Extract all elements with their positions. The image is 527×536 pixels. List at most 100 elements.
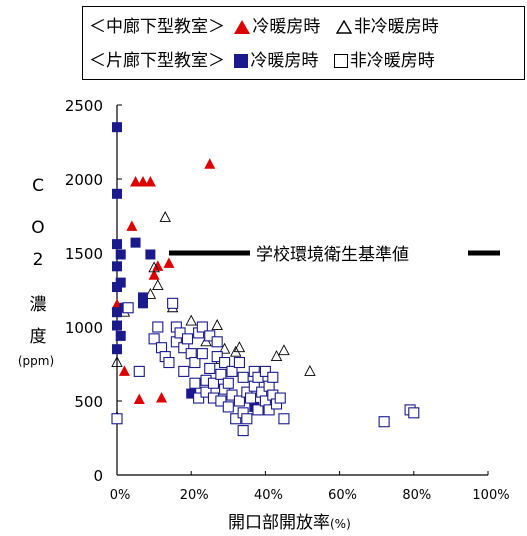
x-tick-label: 20% — [180, 488, 209, 503]
legend-group-central: ＜中廊下型教室＞ — [89, 17, 225, 37]
reference-label-group: 学校環境衛生基準値 — [253, 242, 465, 265]
point-single-unheated — [230, 413, 242, 425]
point-single-heated — [112, 307, 122, 318]
point-central-unheated — [218, 342, 231, 354]
x-tick-label: 60% — [328, 488, 357, 503]
point-single-unheated — [152, 321, 164, 333]
legend-heated-label: 冷暖房時 — [252, 17, 321, 37]
y-axis-label-char: C — [32, 176, 44, 196]
x-tick-label: 80% — [402, 488, 431, 503]
point-single-unheated — [122, 302, 134, 314]
point-single-heated — [112, 320, 122, 331]
point-central-unheated — [111, 356, 123, 367]
reference-line-label: 学校環境衛生基準値 — [256, 245, 409, 265]
point-single-heated — [186, 388, 197, 399]
point-central-unheated — [233, 341, 246, 353]
y-axis-label-char: 度 — [29, 327, 47, 347]
legend: ＜中廊下型教室＞ 冷暖房時 非冷暖房時 ＜片廊下型教室＞ 冷暖房時 非冷暖房時 — [82, 6, 525, 80]
y-axis-label-char: 2 — [32, 250, 44, 270]
point-central-heated — [130, 175, 142, 187]
point-single-unheated — [226, 389, 238, 401]
point-single-heated — [112, 188, 122, 199]
point-single-unheated — [378, 416, 390, 428]
y-axis-label-char: 濃 — [29, 295, 47, 315]
legend-row-single-corridor: ＜片廊下型教室＞ 冷暖房時 非冷暖房時 — [89, 47, 435, 75]
point-central-unheated — [159, 211, 171, 222]
point-single-heated — [115, 249, 126, 260]
point-single-unheated — [196, 348, 208, 360]
point-central-heated — [133, 393, 145, 405]
point-single-unheated — [211, 351, 223, 363]
point-single-unheated — [207, 377, 220, 389]
point-single-unheated — [245, 392, 257, 404]
y-tick-label: 2000 — [65, 171, 103, 189]
point-single-heated — [112, 122, 122, 133]
point-single-unheated — [241, 413, 253, 425]
data-points — [111, 122, 420, 437]
point-central-heated — [137, 175, 149, 187]
reference-label-bg — [253, 242, 465, 264]
point-single-heated — [130, 237, 141, 248]
y-tick-label: 2500 — [65, 97, 103, 115]
point-single-unheated — [259, 365, 271, 377]
point-single-unheated — [226, 365, 238, 377]
point-central-heated — [152, 260, 164, 271]
point-single-unheated — [111, 413, 123, 425]
point-single-unheated — [274, 392, 286, 404]
y-tick-label: 1000 — [65, 319, 103, 337]
point-single-unheated — [167, 297, 179, 309]
point-central-heated — [144, 175, 156, 187]
point-single-unheated — [174, 327, 186, 339]
point-single-unheated — [148, 333, 160, 345]
point-central-heated — [163, 257, 175, 268]
x-tick-label: 40% — [254, 488, 283, 503]
point-single-heated — [145, 249, 156, 260]
point-single-unheated — [278, 413, 290, 425]
point-central-unheated — [304, 364, 316, 376]
point-single-heated — [137, 298, 148, 309]
point-single-heated — [112, 344, 122, 355]
point-central-heated — [118, 365, 130, 376]
legend-unheated-label-2: 非冷暖房時 — [349, 51, 435, 71]
point-single-unheated — [215, 368, 227, 380]
point-single-unheated — [178, 365, 190, 377]
point-single-unheated — [193, 392, 205, 404]
point-single-unheated — [267, 371, 279, 383]
point-single-unheated — [252, 404, 264, 416]
square-open-icon — [333, 54, 348, 68]
point-single-unheated — [408, 407, 420, 419]
point-single-unheated — [189, 377, 201, 389]
y-axis-unit: (ppm) — [17, 354, 55, 368]
point-central-unheated — [278, 344, 290, 356]
point-central-heated — [148, 269, 160, 280]
axes: 0 500 1000 1500 2000 2500 0% 20% 40% 60% 80% 100% — [65, 97, 510, 503]
point-central-heated — [204, 158, 216, 169]
point-single-unheated — [263, 404, 275, 416]
point-single-unheated — [237, 425, 249, 437]
y-axis-label-char: O — [31, 218, 45, 238]
point-single-unheated — [233, 395, 245, 407]
point-single-heated — [137, 292, 148, 303]
point-single-unheated — [181, 333, 194, 345]
x-tick-label: 0% — [110, 488, 131, 503]
point-single-unheated — [219, 356, 231, 369]
point-central-unheated — [148, 261, 160, 273]
x-axis-unit: (%) — [330, 517, 351, 531]
point-central-heated — [156, 392, 168, 403]
legend-group-single: ＜片廊下型教室＞ — [89, 51, 225, 71]
point-single-unheated — [204, 362, 216, 374]
y-tick-label: 0 — [93, 467, 103, 485]
point-single-heated — [112, 261, 122, 272]
point-single-unheated — [252, 371, 264, 383]
point-central-heated — [126, 220, 138, 231]
point-single-heated — [115, 277, 126, 288]
y-tick-label: 1500 — [65, 245, 103, 263]
legend-heated-label-2: 冷暖房時 — [250, 51, 319, 71]
point-single-unheated — [196, 321, 208, 333]
point-central-unheated — [185, 314, 197, 326]
point-central-unheated — [211, 319, 223, 330]
point-single-unheated — [133, 365, 145, 377]
triangle-filled-icon — [234, 20, 251, 34]
square-filled-icon — [234, 54, 249, 68]
